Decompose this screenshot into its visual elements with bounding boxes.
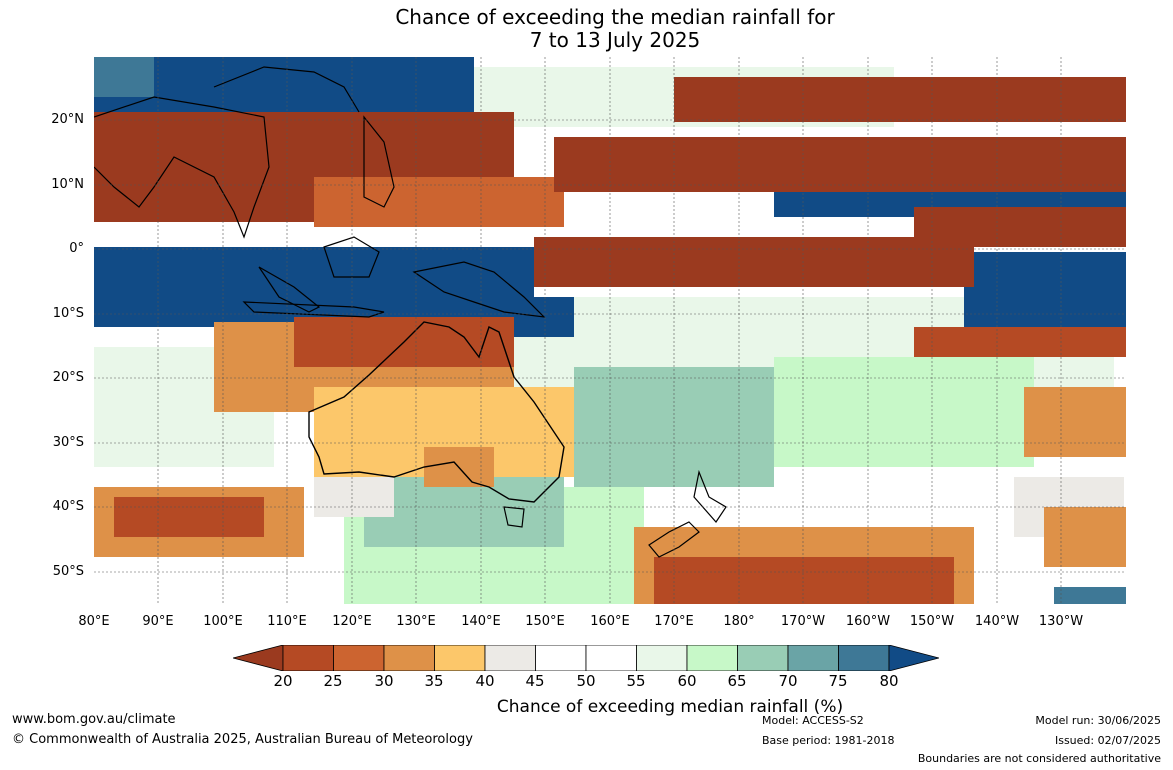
colorbar-tick-25: 25 [323, 672, 343, 690]
rainfall-probability-map [94, 57, 1126, 604]
lat-label-40s: 40°S [52, 499, 84, 514]
colorbar-tick-65: 65 [727, 672, 747, 690]
colorbar-tick-35: 35 [424, 672, 444, 690]
footer-website: www.bom.gov.au/climate [12, 712, 176, 727]
lon-label-160w: 160°W [845, 614, 891, 629]
colorbar-cell [737, 645, 789, 671]
lon-label-180: 180° [723, 614, 755, 629]
colorbar-tick-45: 45 [525, 672, 545, 690]
lon-label-150e: 150°E [525, 614, 565, 629]
colorbar-tick-50: 50 [576, 672, 596, 690]
lat-label-0: 0° [69, 241, 84, 256]
lon-label-160e: 160°E [590, 614, 630, 629]
colorbar-cell [686, 645, 738, 671]
colorbar-tick-40: 40 [475, 672, 495, 690]
footer-model-run: Model run: 30/06/2025 [1035, 714, 1161, 727]
footer-model: Model: ACCESS-S2 [762, 714, 864, 727]
colorbar-cell [787, 645, 839, 671]
lat-label-20n: 20°N [51, 112, 84, 127]
map-title-line2: 7 to 13 July 2025 [529, 28, 701, 52]
lon-label-130e: 130°E [396, 614, 436, 629]
colorbar-tick-75: 75 [828, 672, 848, 690]
footer-base-period: Base period: 1981-2018 [762, 734, 895, 747]
footer-issued: Issued: 02/07/2025 [1054, 734, 1161, 747]
lon-label-140w: 140°W [974, 614, 1020, 629]
colorbar-cell [535, 645, 587, 671]
colorbar-tick-70: 70 [778, 672, 798, 690]
colorbar-tick-60: 60 [677, 672, 697, 690]
lon-label-110e: 110°E [267, 614, 307, 629]
lat-label-50s: 50°S [52, 564, 84, 579]
lat-label-10n: 10°N [51, 177, 84, 192]
lon-label-130w: 130°W [1038, 614, 1084, 629]
colorbar-tick-80: 80 [879, 672, 899, 690]
colorbar-cell [484, 645, 536, 671]
footer-boundaries: Boundaries are not considered authoritat… [917, 752, 1161, 765]
lon-label-150w: 150°W [909, 614, 955, 629]
colorbar-cell [333, 645, 385, 671]
colorbar-arrow-high [888, 645, 939, 671]
lon-label-140e: 140°E [461, 614, 501, 629]
colorbar-cell [636, 645, 688, 671]
colorbar-cell [383, 645, 435, 671]
colorbar-label: Chance of exceeding median rainfall (%) [496, 697, 844, 717]
lon-label-80e: 80°E [78, 614, 110, 629]
colorbar [233, 645, 939, 671]
colorbar-arrow-low [233, 645, 284, 671]
colorbar-cell [282, 645, 334, 671]
colorbar-tick-55: 55 [626, 672, 646, 690]
map-title-line1: Chance of exceeding the median rainfall … [395, 5, 835, 29]
lon-label-120e: 120°E [332, 614, 372, 629]
colorbar-cell [585, 645, 637, 671]
colorbar-tick-20: 20 [273, 672, 293, 690]
lat-label-30s: 30°S [52, 435, 84, 450]
colorbar-tick-30: 30 [374, 672, 394, 690]
lon-label-90e: 90°E [142, 614, 174, 629]
colorbar-cell [838, 645, 890, 671]
footer-copyright: © Commonwealth of Australia 2025, Austra… [12, 732, 473, 747]
lat-label-20s: 20°S [52, 370, 84, 385]
lon-label-170w: 170°W [780, 614, 826, 629]
lon-label-100e: 100°E [203, 614, 243, 629]
colorbar-cell [434, 645, 486, 671]
lat-label-10s: 10°S [52, 306, 84, 321]
lon-label-170e: 170°E [654, 614, 694, 629]
